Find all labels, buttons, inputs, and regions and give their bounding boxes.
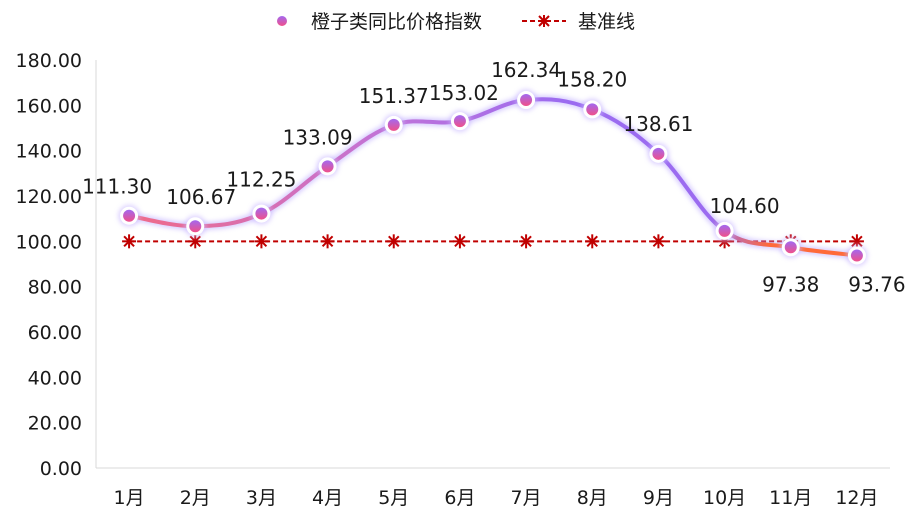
y-tick-label: 140.00 [16,141,82,163]
x-tick-label: 5月 [378,487,409,509]
legend: 橙子类同比价格指数 基准线 [260,11,635,33]
baseline-point [651,234,666,249]
index-point[interactable] [448,110,471,133]
baseline-point [254,234,269,249]
y-tick-label: 80.00 [28,277,82,299]
y-tick-label: 120.00 [16,186,82,208]
y-tick-label: 20.00 [28,413,82,435]
index-point[interactable] [779,236,802,259]
y-tick-label: 180.00 [16,50,82,72]
legend-baseline-label: 基准线 [578,11,635,33]
data-label: 158.20 [557,67,627,91]
baseline-point [452,234,467,249]
x-tick-label: 4月 [312,487,343,509]
data-label: 112.25 [226,168,296,192]
index-point[interactable] [647,142,670,165]
x-tick-label: 10月 [703,487,746,509]
data-label: 138.61 [623,112,693,136]
data-label: 104.60 [710,194,780,218]
x-tick-label: 11月 [769,487,812,509]
x-tick-label: 12月 [835,487,878,509]
baseline-point [122,234,137,249]
data-label: 93.76 [848,272,905,296]
y-tick-label: 100.00 [16,231,82,253]
y-tick-label: 160.00 [16,95,82,117]
x-axis-ticks: 1月 2月 3月 4月 5月 6月 7月 8月 9月 10月 11月 12月 [114,487,879,509]
legend-item-baseline[interactable]: 基准线 [522,11,635,33]
data-label: 151.37 [359,84,429,108]
x-tick-label: 2月 [180,487,211,509]
index-point[interactable] [515,89,538,112]
legend-index-marker [277,16,287,26]
baseline-point [320,234,335,249]
index-point[interactable] [118,204,141,227]
y-axis-ticks: 0.00 20.00 40.00 60.00 80.00 100.00 120.00 140.… [16,50,82,480]
legend-item-index[interactable]: 橙子类同比价格指数 [260,11,482,33]
x-tick-label: 3月 [246,487,277,509]
x-tick-label: 6月 [444,487,475,509]
index-point[interactable] [316,155,339,178]
legend-index-label: 橙子类同比价格指数 [311,11,482,33]
x-tick-label: 8月 [577,487,608,509]
index-point[interactable] [250,202,273,225]
index-point[interactable] [845,244,868,267]
index-series [118,89,868,267]
y-tick-label: 60.00 [28,322,82,344]
x-tick-label: 1月 [114,487,145,509]
baseline-point [585,234,600,249]
legend-baseline-marker [538,15,550,27]
y-tick-label: 0.00 [40,458,82,480]
y-tick-label: 40.00 [28,367,82,389]
baseline-point [386,234,401,249]
index-point[interactable] [713,219,736,242]
baseline-point [519,234,534,249]
data-label: 111.30 [82,175,152,199]
index-point[interactable] [581,98,604,121]
x-tick-label: 9月 [643,487,674,509]
index-point[interactable] [382,113,405,136]
data-label: 106.67 [166,185,236,209]
data-label: 162.34 [491,58,561,82]
data-label: 153.02 [429,81,499,105]
data-label: 133.09 [283,125,353,149]
x-tick-label: 7月 [511,487,542,509]
index-point[interactable] [184,215,207,238]
data-label: 97.38 [762,272,819,296]
